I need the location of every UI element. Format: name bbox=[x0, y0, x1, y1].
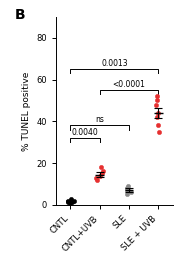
Point bbox=[126, 186, 129, 190]
Point bbox=[100, 165, 103, 169]
Point bbox=[95, 176, 98, 180]
Point bbox=[72, 199, 75, 203]
Point bbox=[158, 130, 161, 134]
Point bbox=[125, 192, 128, 196]
Point bbox=[95, 178, 98, 182]
Point bbox=[99, 173, 102, 178]
Point bbox=[157, 124, 159, 128]
Point bbox=[125, 188, 128, 192]
Point bbox=[101, 171, 104, 176]
Text: ns: ns bbox=[95, 115, 104, 125]
Point bbox=[130, 190, 133, 194]
Point bbox=[126, 184, 129, 188]
Point bbox=[156, 111, 159, 115]
Point bbox=[68, 201, 71, 205]
Y-axis label: % TUNEL positive: % TUNEL positive bbox=[22, 71, 31, 151]
Point bbox=[156, 94, 158, 98]
Point bbox=[102, 169, 105, 173]
Point bbox=[156, 98, 158, 102]
Text: 0.0013: 0.0013 bbox=[101, 59, 128, 68]
Point bbox=[70, 197, 73, 201]
Point bbox=[156, 115, 159, 119]
Text: B: B bbox=[15, 8, 25, 22]
Text: 0.0040: 0.0040 bbox=[72, 128, 98, 137]
Point bbox=[67, 199, 69, 203]
Point bbox=[128, 189, 131, 193]
Point bbox=[67, 200, 69, 204]
Text: <0.0001: <0.0001 bbox=[113, 80, 145, 89]
Point bbox=[154, 102, 157, 107]
Point bbox=[71, 200, 73, 204]
